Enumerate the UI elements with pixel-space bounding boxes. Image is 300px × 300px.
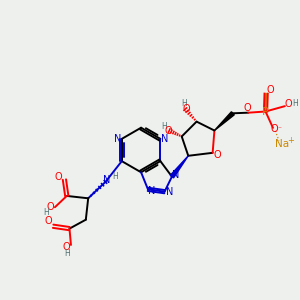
Polygon shape — [214, 112, 234, 130]
Text: H: H — [64, 249, 70, 258]
Text: P: P — [262, 106, 269, 116]
Text: N: N — [148, 186, 156, 196]
Text: O: O — [165, 125, 172, 136]
Polygon shape — [170, 156, 188, 178]
Text: H: H — [161, 122, 167, 131]
Text: O: O — [214, 150, 221, 160]
Text: N: N — [114, 134, 121, 144]
Text: O: O — [271, 124, 278, 134]
Text: O: O — [55, 172, 62, 182]
Text: +: + — [287, 136, 294, 145]
Text: O: O — [266, 85, 274, 95]
Text: N: N — [166, 187, 174, 197]
Text: O: O — [46, 202, 54, 212]
Text: O: O — [63, 242, 70, 252]
Text: H: H — [292, 99, 298, 108]
Text: H: H — [112, 172, 118, 181]
Text: O: O — [244, 103, 251, 113]
Text: Na: Na — [275, 139, 289, 149]
Text: O: O — [45, 217, 52, 226]
Text: O: O — [285, 99, 292, 110]
Text: N: N — [103, 176, 111, 185]
Text: H: H — [44, 208, 50, 217]
Text: N: N — [161, 134, 168, 144]
Text: H: H — [182, 99, 187, 108]
Text: O: O — [182, 103, 190, 113]
Text: ⁻: ⁻ — [277, 124, 281, 133]
Text: N: N — [172, 170, 180, 180]
